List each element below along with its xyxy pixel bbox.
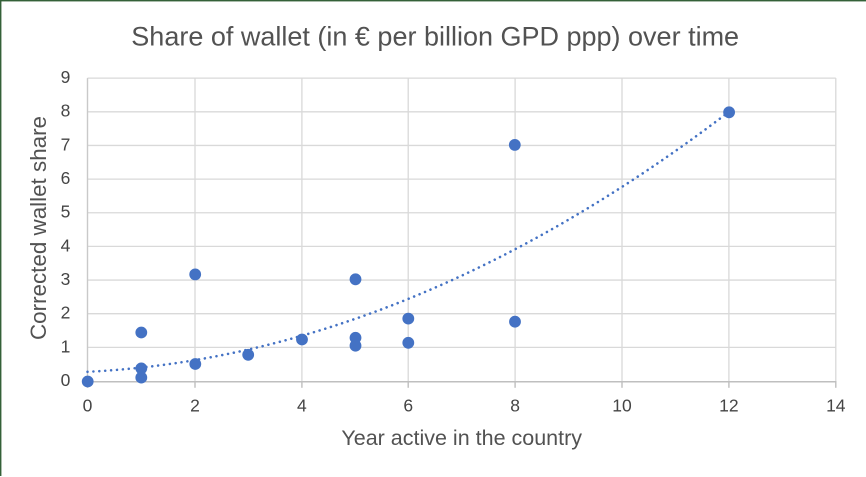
svg-text:2: 2 bbox=[190, 396, 200, 416]
svg-text:9: 9 bbox=[61, 67, 71, 87]
svg-text:6: 6 bbox=[61, 168, 71, 188]
svg-text:3: 3 bbox=[61, 269, 71, 289]
svg-text:12: 12 bbox=[719, 396, 738, 416]
svg-text:Share of wallet (in € per bill: Share of wallet (in € per billion GPD pp… bbox=[131, 21, 739, 51]
svg-text:8: 8 bbox=[61, 101, 71, 121]
svg-text:8: 8 bbox=[510, 396, 520, 416]
svg-text:2: 2 bbox=[61, 303, 71, 323]
svg-text:4: 4 bbox=[297, 396, 307, 416]
svg-text:14: 14 bbox=[826, 396, 846, 416]
svg-text:0: 0 bbox=[61, 370, 71, 390]
svg-text:6: 6 bbox=[403, 396, 413, 416]
svg-text:10: 10 bbox=[612, 396, 632, 416]
svg-text:0: 0 bbox=[83, 396, 93, 416]
svg-text:Year active in the country: Year active in the country bbox=[341, 426, 582, 450]
svg-text:4: 4 bbox=[61, 235, 71, 255]
svg-text:1: 1 bbox=[61, 336, 71, 356]
svg-text:5: 5 bbox=[61, 202, 71, 222]
svg-text:7: 7 bbox=[61, 134, 71, 154]
svg-text:Corrected wallet share: Corrected wallet share bbox=[26, 116, 51, 340]
